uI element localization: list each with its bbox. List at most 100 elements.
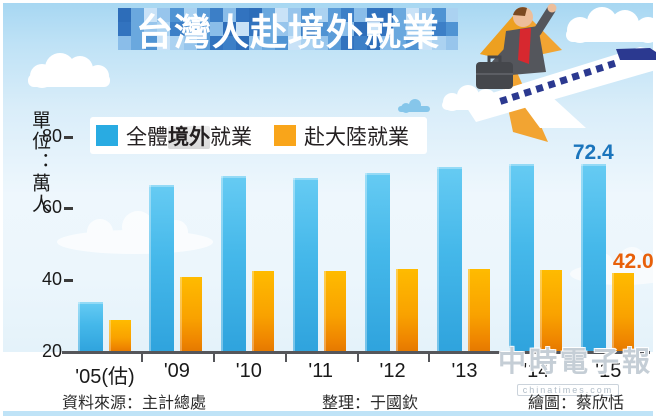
- x-tick-mark: [141, 354, 144, 362]
- mosaic-cell: [314, 36, 328, 50]
- bar-全體境外就業-'05(估): [77, 301, 103, 352]
- bar-赴大陸就業-'14: [539, 270, 562, 352]
- mosaic-cell: [288, 22, 302, 37]
- y-tick-label: 40: [41, 269, 62, 290]
- mosaic-cell: [327, 8, 342, 23]
- plane-windows: [499, 59, 616, 105]
- mosaic-cell: [314, 8, 328, 23]
- mosaic-cell: [262, 8, 276, 23]
- mosaic-cell: [235, 22, 250, 37]
- x-tick-mark: [428, 354, 431, 362]
- mosaic-cell: [157, 36, 171, 50]
- x-tick-mark: [213, 354, 215, 362]
- faint-cloud: [57, 211, 213, 254]
- mosaic-cell: [419, 8, 433, 23]
- cloud: [566, 7, 653, 43]
- legend-label: 赴大陸就業: [304, 125, 409, 149]
- mosaic-cell: [222, 8, 237, 23]
- x-tick-mark: [643, 354, 646, 362]
- legend-swatch: [96, 125, 118, 146]
- mosaic-cell: [288, 36, 302, 50]
- value-label: 42.0: [612, 250, 654, 274]
- small-blue-cloud: [398, 99, 430, 113]
- mosaic-cell: [170, 8, 184, 23]
- mosaic-cell: [406, 36, 420, 50]
- editor-credit: 整理：于國欽: [322, 395, 419, 412]
- y-tick-mark: [64, 135, 73, 139]
- bar-赴大陸就業-'09: [180, 276, 203, 352]
- raised-fist: [547, 3, 557, 13]
- legend-swatch: [274, 125, 296, 146]
- mosaic-cell: [380, 22, 394, 37]
- mosaic-cell: [196, 22, 211, 37]
- mosaic-cell: [262, 36, 276, 50]
- bar-全體境外就業-'09: [149, 185, 175, 352]
- mosaic-cell: [222, 36, 237, 50]
- data-source-credit: 資料來源：主計總處: [62, 395, 207, 412]
- mosaic-cell: [131, 22, 145, 37]
- mosaic-cell: [445, 8, 458, 23]
- x-tick-mark: [500, 354, 503, 362]
- mosaic-cell: [327, 22, 342, 37]
- legend-emphasis: 境外: [168, 125, 210, 149]
- value-label: 72.4: [572, 140, 614, 164]
- mosaic-cell: [249, 8, 263, 23]
- bar-赴大陸就業-'13: [468, 268, 490, 352]
- mosaic-cell: [327, 36, 342, 50]
- mosaic-cell: [196, 36, 211, 50]
- x-category-label: '12: [379, 360, 406, 382]
- mosaic-cell: [275, 22, 289, 37]
- mosaic-cell: [131, 8, 145, 23]
- mosaic-cell: [144, 22, 158, 37]
- mosaic-cell: [380, 36, 394, 50]
- title-banner: 台灣人赴境外就業: [118, 8, 458, 50]
- mosaic-cell: [314, 22, 328, 37]
- mosaic-cell: [170, 36, 184, 50]
- x-axis-line: [62, 351, 650, 354]
- mosaic-cell: [380, 8, 394, 23]
- y-tick-label: 20: [41, 341, 62, 361]
- legend-label: 全體境外就業: [126, 125, 252, 149]
- bar-赴大陸就業-'11: [324, 271, 347, 352]
- x-category-label: '09: [163, 360, 190, 382]
- mosaic-cell: [235, 8, 250, 23]
- mosaic-cell: [209, 8, 224, 23]
- page-title: 台灣人赴境外就業: [136, 12, 440, 50]
- bar-全體境外就業-'11: [293, 177, 319, 352]
- briefcase-handle: [487, 55, 502, 62]
- mosaic-cell: [353, 22, 368, 37]
- legend-item-0: 全體境外就業: [96, 121, 252, 151]
- mosaic-cell: [406, 8, 420, 23]
- mosaic-cell: [419, 22, 433, 37]
- plane-body: [463, 47, 656, 128]
- mosaic-cell: [366, 8, 381, 23]
- x-category-label: '11: [308, 360, 333, 382]
- x-tick-mark: [284, 354, 287, 362]
- mosaic-cell: [393, 36, 407, 50]
- mosaic-cell: [432, 36, 446, 50]
- mosaic-cell: [118, 36, 132, 50]
- mosaic-cell: [393, 22, 407, 37]
- mosaic-cell: [301, 8, 315, 23]
- mosaic-cell: [275, 8, 289, 23]
- mosaic-cell: [288, 8, 302, 23]
- x-category-label: '10: [235, 360, 262, 382]
- y-tick-label: 60: [41, 197, 62, 218]
- mosaic-cell: [209, 22, 224, 37]
- mosaic-cell: [366, 22, 381, 37]
- mosaic-cell: [183, 8, 197, 23]
- mosaic-cell: [419, 36, 433, 50]
- bar-全體境外就業-'15: [580, 163, 606, 352]
- bottom-blue-strip: [3, 411, 653, 416]
- mosaic-cell: [144, 8, 158, 23]
- x-tick-mark: [572, 354, 574, 362]
- mosaic-cell: [118, 22, 132, 37]
- mosaic-cell: [170, 22, 184, 37]
- briefcase: [476, 62, 513, 89]
- mosaic-cell: [249, 36, 263, 50]
- mosaic-cell: [144, 36, 158, 50]
- mosaic-cell: [445, 36, 458, 50]
- bar-赴大陸就業-'15: [611, 273, 634, 352]
- mosaic-cell: [209, 36, 224, 50]
